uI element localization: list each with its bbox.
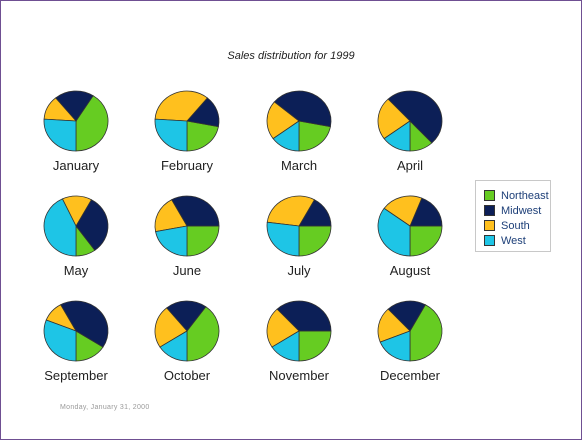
legend-swatch-west bbox=[484, 235, 495, 246]
pie-label-august: August bbox=[390, 263, 431, 278]
pie-august: August bbox=[377, 195, 443, 278]
pie-slice-july-northeast bbox=[298, 225, 332, 257]
pie-label-september: September bbox=[44, 368, 108, 383]
legend-label-west: West bbox=[501, 234, 526, 247]
pie-slice-october-south bbox=[154, 307, 188, 348]
pie-slice-november-northeast bbox=[298, 330, 332, 362]
pie-june: June bbox=[154, 195, 220, 278]
pie-slice-april-midwest bbox=[387, 90, 443, 144]
pie-slice-february-northeast bbox=[186, 120, 219, 152]
pie-slice-september-west bbox=[43, 319, 77, 362]
pie-label-july: July bbox=[287, 263, 311, 278]
pie-september: September bbox=[43, 300, 109, 383]
pie-october: October bbox=[154, 300, 220, 383]
pie-slice-september-midwest bbox=[60, 300, 109, 348]
pie-label-march: March bbox=[281, 158, 317, 173]
pie-label-december: December bbox=[380, 368, 441, 383]
legend-label-midwest: Midwest bbox=[501, 204, 542, 217]
pie-december: December bbox=[377, 300, 443, 383]
pie-slice-august-northeast bbox=[409, 225, 443, 257]
pie-slice-may-west bbox=[43, 198, 77, 257]
legend-swatch-south bbox=[484, 220, 495, 231]
pie-slice-december-midwest bbox=[387, 300, 426, 332]
pie-slice-january-midwest bbox=[55, 90, 94, 122]
pie-label-october: October bbox=[164, 368, 211, 383]
pie-may: May bbox=[43, 195, 109, 278]
pie-slice-december-northeast bbox=[409, 304, 443, 362]
pie-slice-january-west bbox=[43, 118, 77, 152]
pie-slice-october-midwest bbox=[166, 300, 207, 332]
pie-slice-may-midwest bbox=[75, 199, 109, 251]
pie-slice-july-west bbox=[266, 221, 300, 257]
pie-january: January bbox=[43, 90, 109, 173]
pie-slice-march-midwest bbox=[273, 90, 332, 128]
pie-slice-march-northeast bbox=[298, 120, 331, 152]
pie-slice-march-south bbox=[266, 101, 300, 140]
pie-july: July bbox=[266, 195, 332, 278]
pie-label-april: April bbox=[397, 158, 423, 173]
pie-label-february: February bbox=[161, 158, 214, 173]
pie-slice-june-northeast bbox=[186, 225, 220, 257]
pie-november: November bbox=[266, 300, 332, 383]
pie-slice-august-midwest bbox=[409, 197, 443, 227]
pie-march: March bbox=[266, 90, 332, 173]
chart-title: Sales distribution for 1999 bbox=[227, 50, 355, 62]
pie-slice-april-south bbox=[377, 98, 411, 140]
legend-item-south: South bbox=[484, 218, 550, 233]
legend-swatch-northeast bbox=[484, 190, 495, 201]
legend: Northeast Midwest South West bbox=[475, 180, 551, 252]
legend-item-midwest: Midwest bbox=[484, 203, 550, 218]
pie-slice-july-south bbox=[266, 195, 315, 227]
pie-label-june: June bbox=[173, 263, 201, 278]
legend-label-northeast: Northeast bbox=[501, 189, 549, 202]
legend-swatch-midwest bbox=[484, 205, 495, 216]
pie-label-november: November bbox=[269, 368, 330, 383]
pie-label-january: January bbox=[53, 158, 100, 173]
pie-slice-december-west bbox=[379, 330, 411, 362]
pie-slice-october-west bbox=[159, 330, 188, 362]
pie-slice-february-west bbox=[154, 118, 188, 152]
pie-slice-february-south bbox=[154, 90, 208, 122]
pie-february: February bbox=[154, 90, 220, 173]
pie-slice-november-midwest bbox=[276, 300, 332, 332]
pie-slice-august-south bbox=[383, 195, 423, 227]
pie-slice-november-south bbox=[266, 308, 300, 348]
pie-slice-august-west bbox=[377, 207, 411, 257]
pie-slice-june-south bbox=[154, 199, 188, 233]
legend-item-west: West bbox=[484, 233, 550, 248]
pie-april: April bbox=[377, 90, 443, 173]
pie-slice-march-west bbox=[272, 120, 300, 152]
pie-slice-november-west bbox=[271, 330, 300, 362]
pie-label-may: May bbox=[64, 263, 89, 278]
legend-item-northeast: Northeast bbox=[484, 188, 550, 203]
pie-slice-june-midwest bbox=[171, 195, 220, 227]
pie-slice-april-west bbox=[383, 120, 411, 152]
footer-date: Monday, January 31, 2000 bbox=[60, 404, 150, 411]
pie-slice-june-west bbox=[155, 225, 188, 257]
legend-label-south: South bbox=[501, 219, 530, 232]
pie-slice-october-northeast bbox=[186, 306, 220, 362]
